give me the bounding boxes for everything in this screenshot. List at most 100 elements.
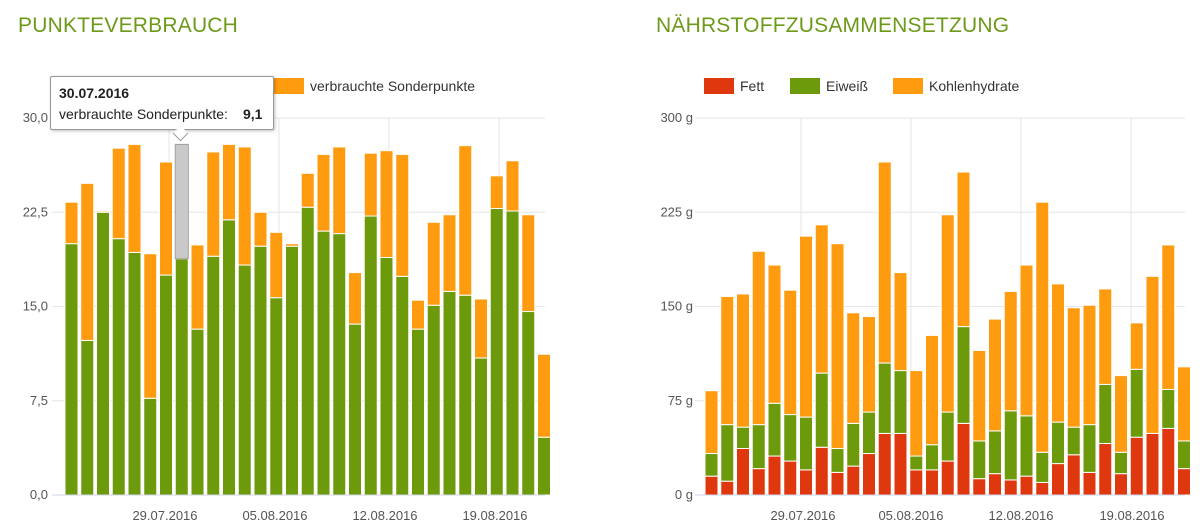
- bar-segment-red: [799, 469, 813, 496]
- bar-segment-green: [348, 323, 362, 496]
- bar-segment-orange: [411, 299, 425, 330]
- bar-segment-orange: [1177, 366, 1191, 442]
- bar-segment-orange: [285, 243, 299, 247]
- x-tick-label: 19.08.2016: [462, 508, 527, 523]
- bar-segment-green: [956, 326, 971, 424]
- bar-segment-orange: [363, 152, 378, 217]
- bar-segment-orange: [783, 289, 798, 416]
- y-tick-label: 225 g: [660, 204, 693, 219]
- chart-1: 0,0 7,5 15,0 22,5 30,0 29.07.2016 05.08.2016 12…: [23, 78, 551, 523]
- bar-segment-green: [190, 328, 205, 496]
- bar-segment-green: [332, 233, 347, 496]
- bar-segment-orange: [537, 353, 551, 438]
- bar-segment-green: [1098, 383, 1113, 444]
- bar-segment-orange: [1035, 201, 1050, 453]
- bar-segment-green: [411, 328, 425, 496]
- bar-segment-green: [489, 207, 504, 496]
- bar-segment-green: [111, 238, 126, 496]
- bar-segment-orange: [222, 143, 236, 221]
- bar-segment-orange: [1066, 307, 1081, 428]
- bar-segment-green: [64, 243, 79, 496]
- bar-segment-green: [1114, 451, 1128, 475]
- bar-segment-green: [736, 426, 750, 450]
- bar-segment-green: [814, 372, 829, 448]
- bar-segment-orange: [348, 272, 362, 325]
- bar-segment-green: [395, 275, 410, 496]
- legend-label-red: Fett: [740, 78, 764, 94]
- bar-segment-orange: [253, 211, 268, 247]
- bar-segment-orange: [206, 151, 221, 257]
- bar-segment-orange: [972, 349, 987, 442]
- bar-segment-orange: [751, 250, 766, 426]
- bar-segment-green: [80, 339, 95, 496]
- bar-segment-orange: [489, 175, 504, 209]
- bar-segment-green: [505, 210, 520, 496]
- bar-segment-orange: [80, 182, 95, 341]
- legend-swatch-orange: [893, 78, 923, 94]
- bar-segment-green: [893, 370, 908, 434]
- bar-segment-green: [458, 294, 473, 496]
- bar-segment-green: [96, 211, 110, 496]
- x-tick-label: 29.07.2016: [132, 508, 197, 523]
- bar-segment-orange: [814, 224, 829, 374]
- bar-segment-orange: [1051, 283, 1065, 423]
- bar-segment-orange: [127, 143, 142, 253]
- bar-segment-orange: [426, 221, 441, 306]
- bar-segment-orange: [442, 214, 457, 292]
- bar-segment-red: [1145, 432, 1160, 496]
- bar-segment-red: [767, 455, 782, 496]
- bar-segment-red: [877, 432, 892, 496]
- bar-segment-green: [379, 256, 394, 496]
- bar-segment-orange: [269, 231, 284, 299]
- bar-segment-green: [521, 311, 536, 496]
- bar-segment-orange: [767, 264, 782, 404]
- legend-swatch-orange: [274, 78, 304, 94]
- bar-segment-red: [1003, 479, 1018, 496]
- x-tick-label: 12.08.2016: [988, 508, 1053, 523]
- bar-segment-green: [174, 258, 189, 496]
- bar-segment-green: [222, 219, 236, 496]
- y-tick-label: 30,0: [23, 110, 48, 125]
- bar-segment-red: [909, 469, 924, 496]
- legend-label-orange: Kohlenhydrate: [929, 78, 1020, 94]
- bar-segment-green: [925, 444, 939, 471]
- bar-segment-red: [1161, 427, 1176, 496]
- x-tick-label: 19.08.2016: [1099, 508, 1164, 523]
- bar-segment-orange: [458, 145, 473, 296]
- bar-segment-orange: [1019, 264, 1034, 417]
- bar-segment-red: [1019, 475, 1034, 496]
- bar-segment-green: [426, 304, 441, 496]
- bar-segment-red: [925, 469, 939, 496]
- bar-segment-red: [1114, 473, 1128, 496]
- bar-segment-orange: [736, 293, 750, 428]
- bar-segment-orange: [720, 295, 735, 426]
- bar-segment-green: [316, 230, 331, 496]
- bar-segment-orange: [237, 146, 252, 266]
- bar-segment-red: [988, 473, 1002, 496]
- bar-segment-red: [783, 460, 798, 496]
- legend-swatch-green: [790, 78, 820, 94]
- bar-segment-green: [474, 357, 488, 496]
- bar-segment-red: [704, 475, 719, 496]
- bar-segment-red: [1177, 468, 1191, 496]
- bar-segment-green: [909, 455, 924, 471]
- bar-segment-orange: [521, 214, 536, 313]
- bar-segment-orange: [877, 161, 892, 364]
- bar-segment-green: [704, 453, 719, 477]
- bar-segment-orange: [143, 253, 158, 399]
- bar-segment-green: [1177, 440, 1191, 470]
- bar-segment-green: [862, 411, 876, 455]
- bar-segment-green: [363, 215, 378, 496]
- y-tick-label: 22,5: [23, 204, 48, 219]
- bar-segment-red: [736, 448, 750, 496]
- bar-segment-red: [1035, 481, 1050, 496]
- bar-segment-orange: [159, 161, 173, 276]
- bar-segment-green: [751, 424, 766, 470]
- bar-segment-orange: [300, 172, 315, 208]
- bar-segment-orange: [704, 390, 719, 455]
- chart-tooltip: 30.07.2016 verbrauchte Sonderpunkte: 9,1: [50, 76, 274, 142]
- bar-segment-orange: [988, 318, 1002, 432]
- bar-segment-red: [1098, 442, 1113, 496]
- bar-segment-orange: [1161, 244, 1176, 390]
- bar-segment-green: [442, 290, 457, 496]
